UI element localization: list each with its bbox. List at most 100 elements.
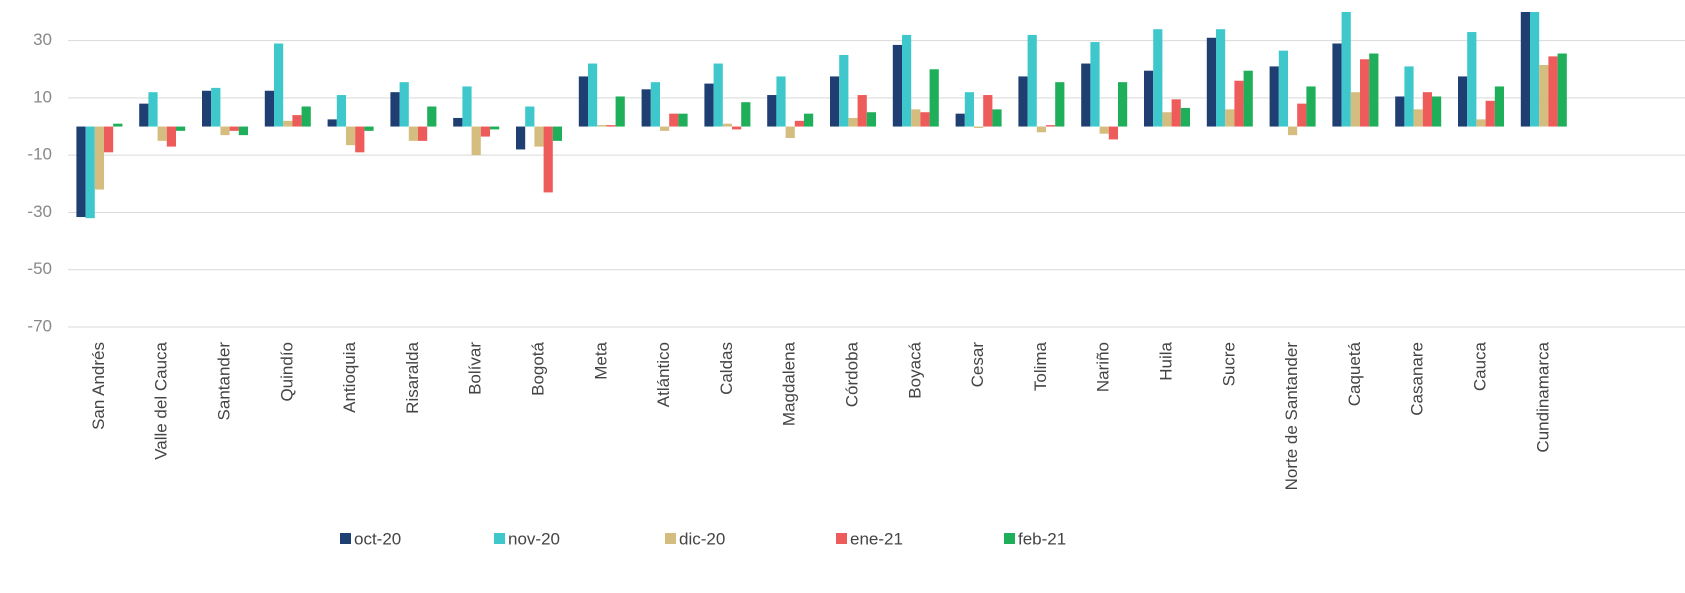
x-tick-label: Tolima [1031,341,1050,391]
x-tick-label: Caldas [717,342,736,395]
x-tick-label: Atlántico [654,342,673,407]
bar [1369,53,1379,127]
bar [364,126,374,131]
y-tick-label: -30 [27,202,52,221]
bar [1520,12,1530,127]
legend-label: feb-21 [1018,529,1066,548]
bar [85,126,95,219]
bar [166,126,176,147]
bar [274,43,284,127]
bar [1243,70,1253,127]
bar [471,126,481,156]
bar [157,126,167,141]
bar [929,69,939,127]
x-tick-label: Norte de Santander [1282,342,1301,491]
bar [1360,59,1370,127]
bar [1350,92,1360,127]
bar [1225,109,1235,127]
bar [1288,126,1298,136]
bar [588,63,598,127]
bar [408,126,418,141]
bar [490,126,500,130]
legend-swatch [494,533,505,544]
x-tick-label: Córdoba [842,341,861,407]
bar [1494,86,1504,127]
bar [1404,66,1414,127]
bar [113,123,123,127]
bar [713,63,723,127]
bar [1458,76,1468,127]
x-tick-label: Bogotá [528,341,547,395]
bar [390,92,400,127]
bar [1395,96,1405,127]
x-tick-label: Casanare [1408,342,1427,416]
bar [1055,82,1065,127]
bar [94,126,104,190]
x-tick-label: Valle del Cauca [152,341,171,459]
x-tick-label: Caquetá [1345,341,1364,406]
bar [1090,42,1100,127]
bar [578,76,588,127]
bar [462,86,472,127]
x-tick-label: Bolívar [466,342,485,395]
bar [1046,125,1056,127]
bar [992,109,1002,127]
bar [1081,63,1091,127]
bar [767,95,777,127]
bar [964,92,974,127]
x-tick-label: Cauca [1470,341,1489,391]
bar [552,126,562,141]
bar [704,83,714,127]
bar [1099,126,1109,134]
bar [1432,96,1442,127]
x-tick-label: Boyacá [905,341,924,398]
bar [148,92,158,127]
x-tick-label: Meta [591,341,610,379]
bar [641,89,651,127]
bar [1548,56,1558,127]
x-tick-label: Risaralda [403,341,422,413]
bar [669,113,679,127]
bar [732,126,742,130]
bar [1018,76,1028,127]
bar [516,126,526,150]
bar [1144,70,1154,127]
legend-swatch [1004,533,1015,544]
legend-label: nov-20 [508,529,560,548]
bar [336,95,346,127]
bar [543,126,553,193]
bar [794,120,804,127]
bar [1118,82,1128,127]
x-tick-label: Antioquia [340,341,359,412]
x-tick-label: Quindío [277,342,296,402]
bar [911,109,921,127]
legend-swatch [665,533,676,544]
bar [292,115,302,127]
bar [1467,32,1477,127]
bar [453,117,463,127]
bar [722,123,732,127]
bar [902,34,912,127]
bar [839,54,849,127]
bar [1216,29,1226,127]
bar [848,117,858,127]
y-tick-label: -70 [27,316,52,335]
bar [418,126,428,141]
x-tick-label: Huila [1156,341,1175,380]
bar [1036,126,1046,133]
bar [1557,53,1567,127]
bar [427,106,437,127]
bar [1422,92,1432,127]
bar [76,126,86,218]
bar [202,90,212,127]
bar [1539,64,1549,127]
bar [830,76,840,127]
bar [1162,112,1172,127]
bar [785,126,795,138]
legend-label: dic-20 [679,529,725,548]
x-tick-label: Cundinamarca [1533,341,1552,452]
bar [920,112,930,127]
legend-label: ene-21 [850,529,903,548]
bar [741,102,751,127]
bar [892,44,902,127]
